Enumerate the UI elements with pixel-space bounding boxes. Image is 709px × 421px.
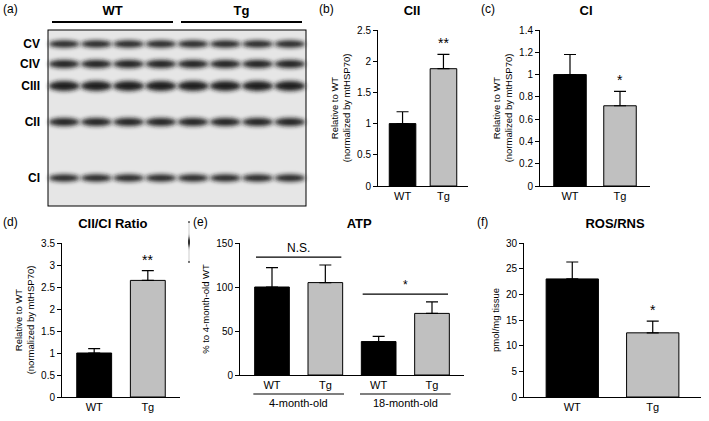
svg-text:0: 0 <box>365 181 371 192</box>
svg-text:4-month-old: 4-month-old <box>269 397 328 409</box>
svg-text:**: ** <box>438 35 449 51</box>
svg-text:Relative to WT(normalized by m: Relative to WT(normalized by mtHSP70) <box>13 266 36 375</box>
svg-text:1: 1 <box>527 69 533 80</box>
html-text:(f): (f) <box>477 215 489 229</box>
svg-text:Tg: Tg <box>614 190 627 202</box>
html-text:(e): (e) <box>193 215 208 229</box>
svg-text:1: 1 <box>365 118 371 129</box>
svg-text:0.5: 0.5 <box>41 370 55 381</box>
svg-text:Relative to WT(normalized by m: Relative to WT(normalized by mtHSP70) <box>491 54 514 163</box>
svg-text:0.8: 0.8 <box>519 91 533 102</box>
svg-text:% to 4-month-old WT: % to 4-month-old WT <box>200 264 211 354</box>
svg-text:WT: WT <box>263 379 280 391</box>
svg-text:HSP70: HSP70 <box>2 242 40 256</box>
svg-text:CV: CV <box>23 37 40 51</box>
svg-text:N.S.: N.S. <box>287 241 310 255</box>
svg-text:1.5: 1.5 <box>41 326 55 337</box>
svg-text:1.5: 1.5 <box>357 87 371 98</box>
svg-text:CIV: CIV <box>20 57 40 71</box>
svg-text:1.2: 1.2 <box>519 47 533 58</box>
svg-text:WT: WT <box>86 401 103 413</box>
svg-text:3.5: 3.5 <box>41 238 55 249</box>
svg-text:WT: WT <box>370 379 387 391</box>
svg-text:0: 0 <box>227 370 233 381</box>
svg-text:0: 0 <box>527 181 533 192</box>
svg-text:Tg: Tg <box>426 379 439 391</box>
svg-text:pmol/mg tissue: pmol/mg tissue <box>490 288 501 352</box>
svg-text:WT: WT <box>561 190 578 202</box>
svg-text:150: 150 <box>216 238 233 249</box>
html-text:(a): (a) <box>3 2 18 16</box>
svg-text:ROS/RNS: ROS/RNS <box>585 216 645 231</box>
svg-text:2.5: 2.5 <box>41 282 55 293</box>
svg-text:*: * <box>650 302 656 318</box>
svg-text:*: * <box>617 72 623 88</box>
svg-text:CIII: CIII <box>21 79 40 93</box>
svg-text:CII: CII <box>404 3 421 18</box>
svg-text:Tg: Tg <box>437 190 450 202</box>
svg-text:3: 3 <box>49 260 55 271</box>
svg-text:CI: CI <box>580 3 593 18</box>
svg-text:0.6: 0.6 <box>519 114 533 125</box>
svg-text:Tg: Tg <box>319 379 332 391</box>
svg-text:CII: CII <box>25 115 40 129</box>
svg-text:ATP: ATP <box>347 216 372 231</box>
svg-text:**: ** <box>142 252 153 268</box>
svg-text:WT: WT <box>394 190 411 202</box>
svg-text:30: 30 <box>506 238 518 249</box>
svg-text:0: 0 <box>49 392 55 403</box>
svg-text:100: 100 <box>216 282 233 293</box>
svg-text:20: 20 <box>506 289 518 300</box>
svg-text:1: 1 <box>49 348 55 359</box>
svg-text:CI: CI <box>28 171 40 185</box>
svg-text:18-month-old: 18-month-old <box>373 397 438 409</box>
svg-text:Relative to WT(normalized by m: Relative to WT(normalized by mtHSP70) <box>329 54 352 163</box>
svg-text:WT: WT <box>564 401 581 413</box>
svg-text:Tg: Tg <box>646 401 659 413</box>
svg-text:50: 50 <box>222 326 234 337</box>
html-text:(c): (c) <box>481 2 495 16</box>
html-text:(b): (b) <box>319 2 334 16</box>
svg-text:*: * <box>403 278 408 292</box>
svg-text:1.4: 1.4 <box>519 25 533 36</box>
svg-text:CII/CI Ratio: CII/CI Ratio <box>78 216 147 231</box>
svg-text:5: 5 <box>511 366 517 377</box>
svg-text:15: 15 <box>506 315 518 326</box>
svg-text:Tg: Tg <box>234 3 250 18</box>
svg-text:10: 10 <box>506 340 518 351</box>
svg-text:0.5: 0.5 <box>357 149 371 160</box>
svg-text:0.2: 0.2 <box>519 158 533 169</box>
svg-text:25: 25 <box>506 263 518 274</box>
svg-text:2: 2 <box>49 304 55 315</box>
svg-text:0: 0 <box>511 392 517 403</box>
svg-text:mt: mt <box>25 229 40 243</box>
svg-text:2.5: 2.5 <box>357 25 371 36</box>
svg-text:WT: WT <box>102 3 122 18</box>
svg-text:Tg: Tg <box>141 401 154 413</box>
svg-text:0.4: 0.4 <box>519 136 533 147</box>
html-text:(d): (d) <box>3 215 18 229</box>
svg-text:2: 2 <box>365 56 371 67</box>
